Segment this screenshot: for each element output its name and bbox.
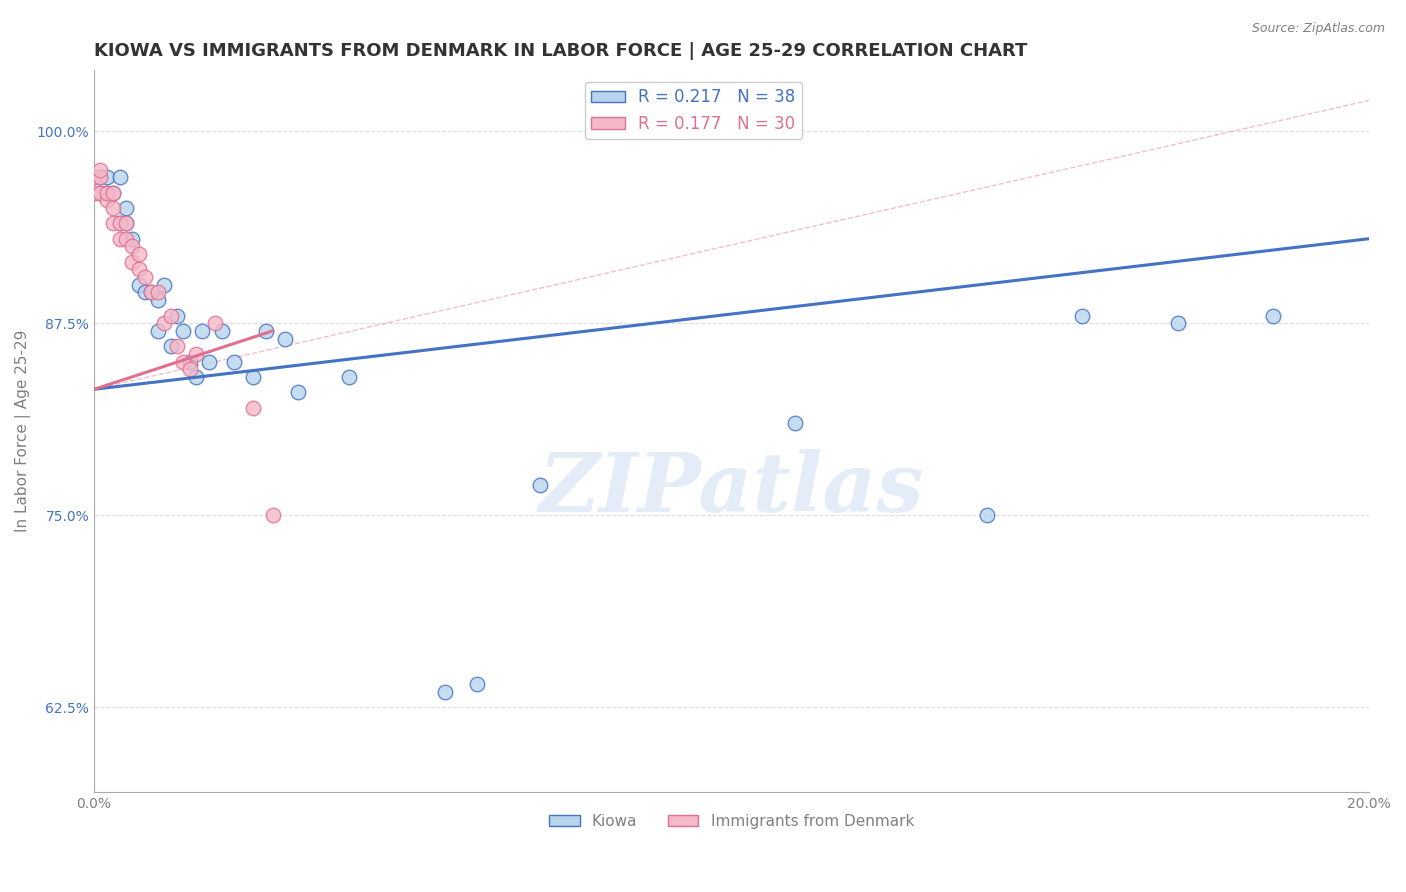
Point bbox=[153, 277, 176, 292]
Point bbox=[96, 186, 118, 200]
Point bbox=[128, 247, 150, 261]
Point bbox=[121, 254, 143, 268]
Point bbox=[204, 316, 226, 330]
Point bbox=[529, 477, 551, 491]
Point bbox=[465, 677, 488, 691]
Point bbox=[89, 170, 111, 185]
Text: KIOWA VS IMMIGRANTS FROM DENMARK IN LABOR FORCE | AGE 25-29 CORRELATION CHART: KIOWA VS IMMIGRANTS FROM DENMARK IN LABO… bbox=[94, 42, 1028, 60]
Text: ZIPatlas: ZIPatlas bbox=[538, 449, 924, 529]
Point bbox=[172, 354, 194, 368]
Point bbox=[83, 186, 105, 200]
Text: Source: ZipAtlas.com: Source: ZipAtlas.com bbox=[1251, 22, 1385, 36]
Point bbox=[89, 170, 111, 185]
Y-axis label: In Labor Force | Age 25-29: In Labor Force | Age 25-29 bbox=[15, 330, 31, 532]
Point bbox=[166, 309, 188, 323]
Point bbox=[115, 216, 138, 230]
Point bbox=[89, 186, 111, 200]
Point bbox=[179, 354, 201, 368]
Point bbox=[274, 332, 297, 346]
Point bbox=[108, 216, 131, 230]
Point bbox=[242, 370, 264, 384]
Point bbox=[224, 354, 246, 368]
Point bbox=[166, 339, 188, 353]
Point bbox=[89, 162, 111, 177]
Point bbox=[146, 293, 169, 308]
Point bbox=[121, 239, 143, 253]
Point bbox=[433, 685, 456, 699]
Point bbox=[191, 324, 214, 338]
Point bbox=[184, 347, 207, 361]
Point bbox=[1071, 309, 1094, 323]
Point bbox=[159, 309, 181, 323]
Point bbox=[785, 416, 807, 430]
Point bbox=[89, 186, 111, 200]
Point bbox=[96, 186, 118, 200]
Point bbox=[153, 316, 176, 330]
Point bbox=[159, 339, 181, 353]
Point bbox=[198, 354, 221, 368]
Point bbox=[83, 170, 105, 185]
Point bbox=[108, 216, 131, 230]
Point bbox=[128, 277, 150, 292]
Point bbox=[115, 201, 138, 215]
Point bbox=[976, 508, 998, 523]
Point bbox=[172, 324, 194, 338]
Point bbox=[121, 232, 143, 246]
Point bbox=[1167, 316, 1189, 330]
Point bbox=[101, 186, 124, 200]
Point bbox=[108, 170, 131, 185]
Point bbox=[179, 362, 201, 376]
Point bbox=[134, 270, 156, 285]
Point bbox=[128, 262, 150, 277]
Point bbox=[211, 324, 233, 338]
Point bbox=[184, 370, 207, 384]
Point bbox=[1263, 309, 1285, 323]
Point bbox=[115, 216, 138, 230]
Point bbox=[262, 508, 284, 523]
Point bbox=[96, 194, 118, 208]
Point bbox=[146, 285, 169, 300]
Point bbox=[96, 170, 118, 185]
Point bbox=[141, 285, 163, 300]
Point bbox=[101, 201, 124, 215]
Point bbox=[254, 324, 277, 338]
Point bbox=[337, 370, 360, 384]
Point bbox=[108, 232, 131, 246]
Point bbox=[101, 186, 124, 200]
Point bbox=[146, 324, 169, 338]
Legend: Kiowa, Immigrants from Denmark: Kiowa, Immigrants from Denmark bbox=[543, 807, 920, 835]
Point bbox=[287, 385, 309, 400]
Point bbox=[242, 401, 264, 415]
Point bbox=[141, 285, 163, 300]
Point bbox=[101, 216, 124, 230]
Point bbox=[115, 232, 138, 246]
Point bbox=[134, 285, 156, 300]
